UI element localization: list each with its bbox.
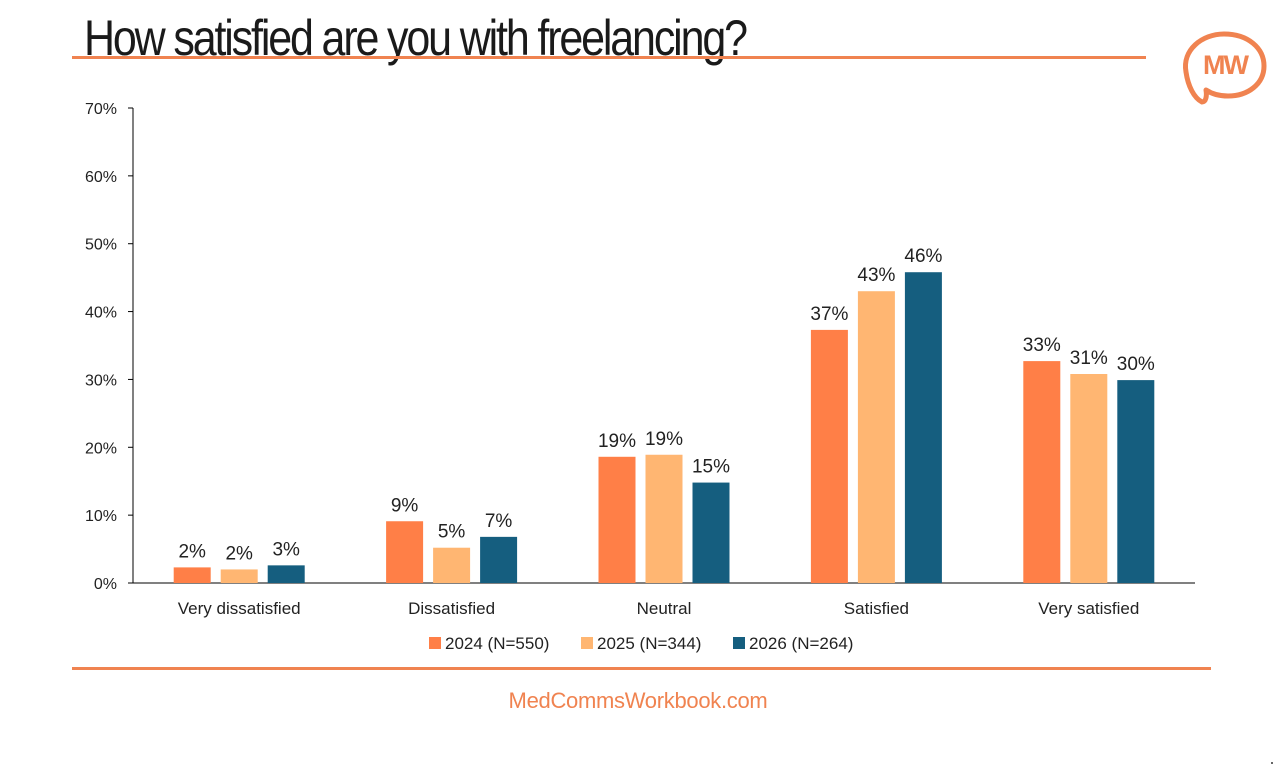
data-label: 7% (485, 511, 513, 532)
legend-swatch (429, 637, 441, 649)
footer-website: MedCommsWorkbook.com (508, 688, 768, 713)
legend-label: 2026 (N=264) (749, 634, 853, 653)
bar (1023, 361, 1061, 583)
y-tick-label: 50% (85, 237, 117, 254)
x-tick-label: Very dissatisfied (178, 599, 301, 618)
bar-chart: 0% 10% 20% 30% 40% 50% 60% 70% 2% 2% 3% Very dissat… (85, 101, 1195, 653)
bar (433, 547, 471, 583)
y-tick-label: 40% (85, 305, 117, 322)
data-label: 19% (598, 431, 636, 452)
data-label: 15% (692, 457, 730, 478)
footer-rule (72, 667, 1211, 670)
data-label: 19% (645, 429, 683, 450)
data-label: 33% (1023, 335, 1061, 356)
y-tick-label: 30% (85, 372, 117, 389)
data-label: 46% (904, 246, 942, 267)
data-label: 9% (391, 495, 419, 516)
corner-mark (1271, 762, 1273, 764)
y-tick-label: 10% (85, 508, 117, 525)
data-label: 31% (1070, 348, 1108, 369)
bar (645, 454, 683, 583)
bar (220, 569, 258, 583)
data-label: 2% (225, 543, 253, 564)
bar (1117, 380, 1155, 583)
legend-label: 2024 (N=550) (445, 634, 549, 653)
y-tick-label: 0% (94, 576, 117, 593)
bar (598, 456, 636, 583)
y-tick-label: 60% (85, 169, 117, 186)
legend-swatch (581, 637, 593, 649)
x-tick-label: Very satisfied (1038, 599, 1139, 618)
data-label: 43% (857, 265, 895, 286)
bar (810, 329, 848, 583)
logo-text: MW (1203, 50, 1249, 80)
data-label: 2% (178, 541, 206, 562)
bar (692, 482, 730, 583)
bar (173, 567, 211, 583)
data-label: 37% (810, 304, 848, 325)
x-tick-label: Neutral (637, 599, 692, 618)
x-tick-label: Satisfied (844, 599, 909, 618)
legend-swatch (733, 637, 745, 649)
bar (904, 272, 942, 583)
y-tick-label: 70% (85, 101, 117, 118)
bar (857, 291, 895, 583)
bar (386, 521, 424, 583)
bar (267, 565, 305, 583)
bar (1070, 374, 1108, 583)
data-label: 5% (438, 522, 466, 543)
x-tick-label: Dissatisfied (408, 599, 495, 618)
data-label: 3% (272, 539, 300, 560)
data-label: 30% (1117, 354, 1155, 375)
medcomms-logo: MW (1183, 31, 1267, 105)
bar (480, 536, 518, 583)
legend-label: 2025 (N=344) (597, 634, 701, 653)
y-tick-label: 20% (85, 440, 117, 457)
title-underline (72, 56, 1146, 59)
